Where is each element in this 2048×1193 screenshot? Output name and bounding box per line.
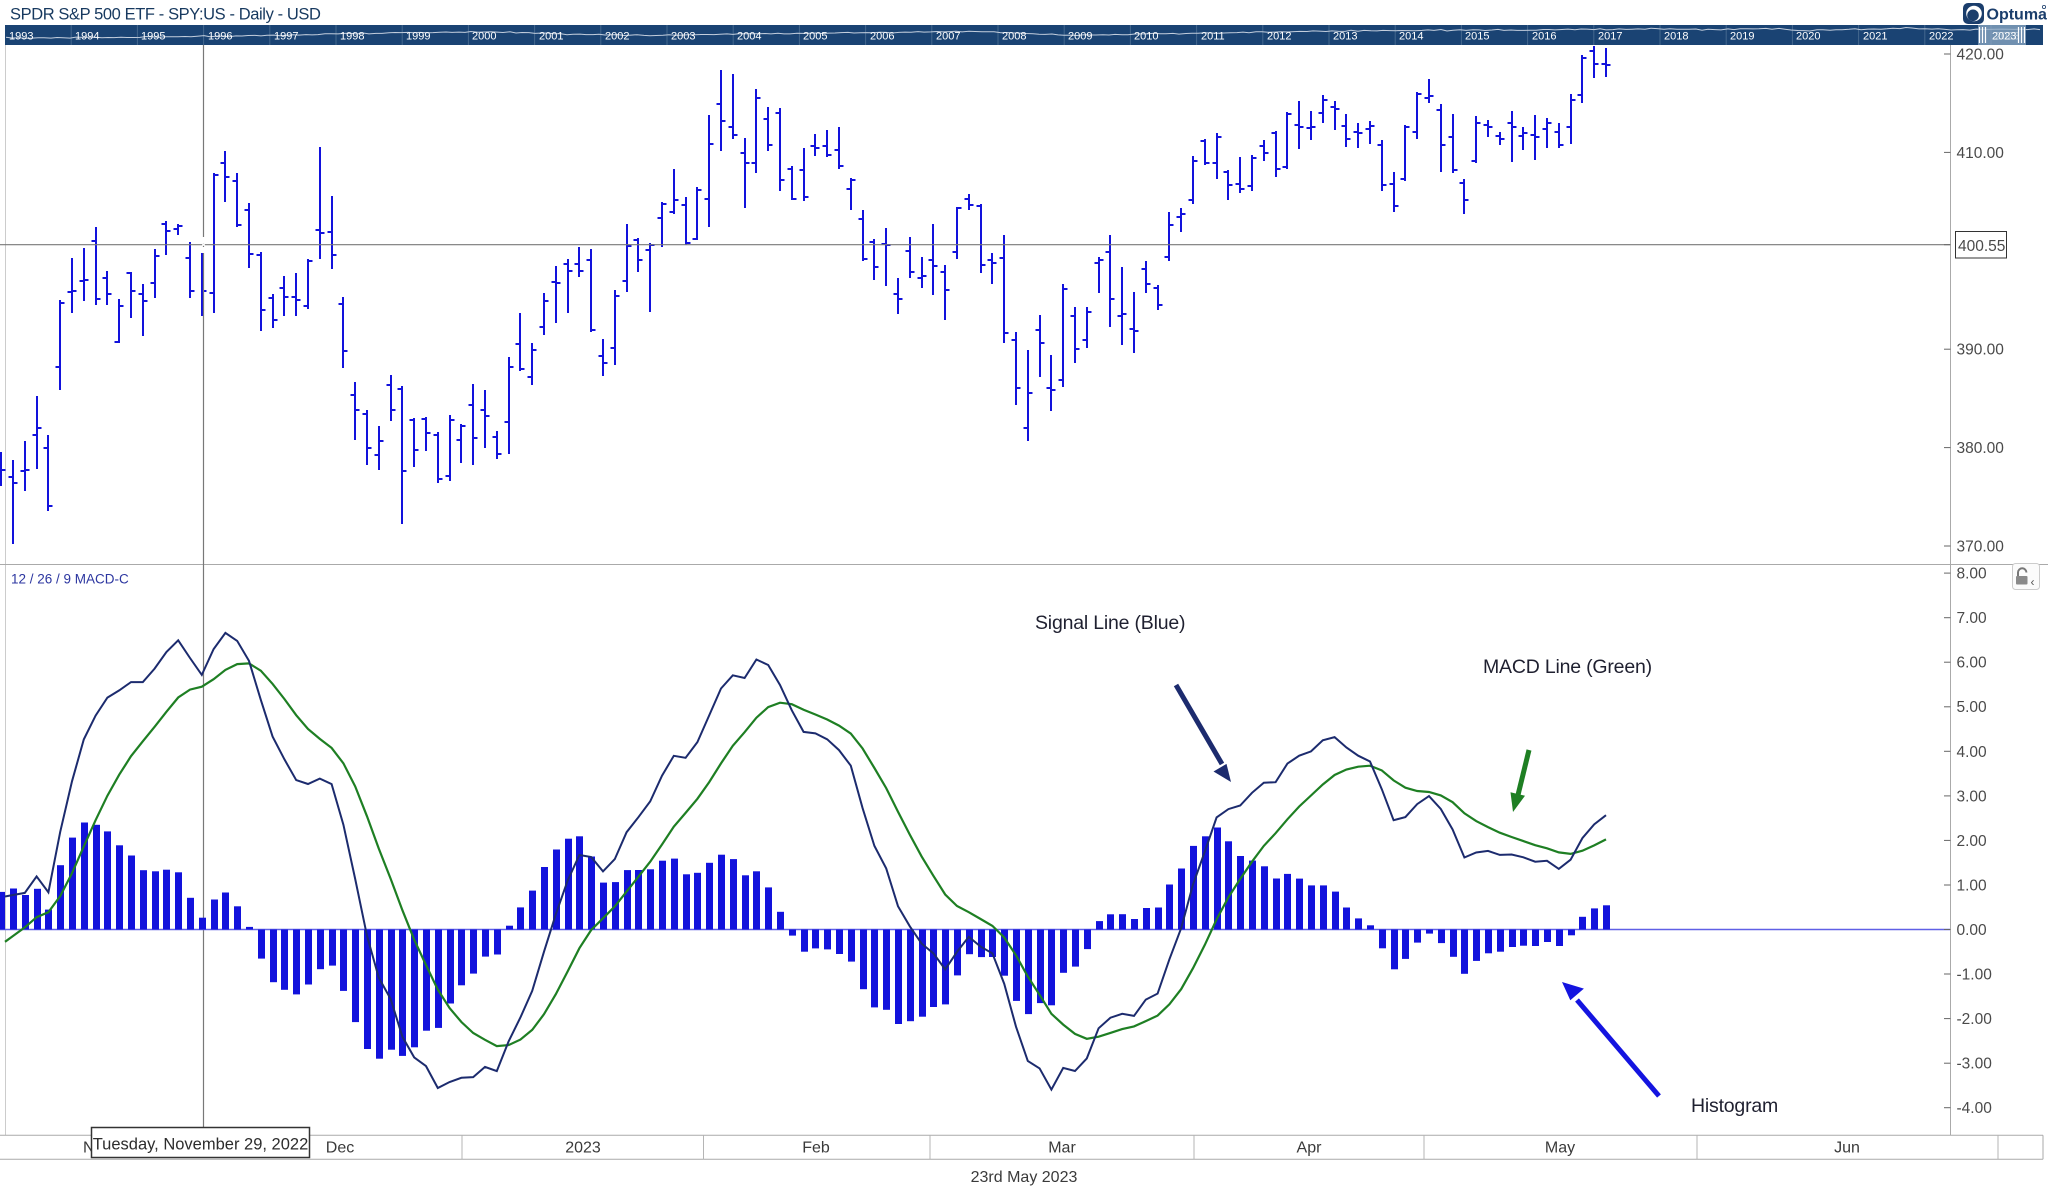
svg-text:1996: 1996 bbox=[208, 31, 232, 43]
svg-text:1994: 1994 bbox=[75, 31, 99, 43]
svg-text:2020: 2020 bbox=[1796, 31, 1820, 43]
svg-text:2023: 2023 bbox=[1992, 31, 2016, 43]
svg-text:2003: 2003 bbox=[671, 31, 695, 43]
svg-text:1997: 1997 bbox=[274, 31, 298, 43]
svg-text:1995: 1995 bbox=[141, 31, 165, 43]
svg-text:SPDR S&P 500 ETF - SPY:US - Da: SPDR S&P 500 ETF - SPY:US - Daily - USD bbox=[10, 6, 321, 24]
svg-text:390.00: 390.00 bbox=[1957, 342, 2005, 359]
svg-text:2007: 2007 bbox=[936, 31, 960, 43]
svg-text:2004: 2004 bbox=[737, 31, 761, 43]
svg-text:Feb: Feb bbox=[802, 1140, 830, 1157]
svg-text:-3.00: -3.00 bbox=[1957, 1056, 1993, 1073]
svg-text:4.00: 4.00 bbox=[1957, 744, 1988, 761]
svg-text:3.00: 3.00 bbox=[1957, 788, 1988, 805]
svg-text:‹: ‹ bbox=[2031, 575, 2035, 589]
svg-text:Mar: Mar bbox=[1048, 1140, 1076, 1157]
svg-text:2011: 2011 bbox=[1201, 31, 1225, 43]
svg-text:2001: 2001 bbox=[539, 31, 563, 43]
svg-text:420.00: 420.00 bbox=[1957, 47, 2005, 64]
svg-text:2016: 2016 bbox=[1532, 31, 1556, 43]
svg-text:2010: 2010 bbox=[1134, 31, 1158, 43]
svg-text:2000: 2000 bbox=[472, 31, 496, 43]
svg-text:380.00: 380.00 bbox=[1957, 440, 2005, 457]
svg-text:Optuma: Optuma bbox=[1987, 7, 2048, 24]
svg-text:2002: 2002 bbox=[605, 31, 629, 43]
svg-text:410.00: 410.00 bbox=[1957, 145, 2005, 162]
svg-text:1993: 1993 bbox=[9, 31, 33, 43]
svg-text:-4.00: -4.00 bbox=[1957, 1100, 1993, 1117]
svg-text:2017: 2017 bbox=[1598, 31, 1622, 43]
svg-text:7.00: 7.00 bbox=[1957, 610, 1988, 627]
svg-text:12 / 26 / 9 MACD-C: 12 / 26 / 9 MACD-C bbox=[11, 572, 129, 587]
svg-text:May: May bbox=[1545, 1140, 1575, 1157]
svg-text:400.55: 400.55 bbox=[1958, 238, 2005, 255]
svg-text:2023: 2023 bbox=[565, 1140, 601, 1157]
svg-text:2008: 2008 bbox=[1002, 31, 1026, 43]
svg-text:-1.00: -1.00 bbox=[1957, 967, 1993, 984]
svg-text:2006: 2006 bbox=[870, 31, 894, 43]
svg-text:2019: 2019 bbox=[1730, 31, 1754, 43]
svg-text:MACD Line (Green): MACD Line (Green) bbox=[1483, 656, 1652, 678]
svg-text:2014: 2014 bbox=[1399, 31, 1423, 43]
svg-text:2015: 2015 bbox=[1465, 31, 1489, 43]
svg-text:2012: 2012 bbox=[1267, 31, 1291, 43]
svg-text:1999: 1999 bbox=[406, 31, 430, 43]
svg-text:Jun: Jun bbox=[1834, 1140, 1860, 1157]
svg-text:2.00: 2.00 bbox=[1957, 833, 1988, 850]
svg-text:Apr: Apr bbox=[1297, 1140, 1323, 1157]
svg-text:5.00: 5.00 bbox=[1957, 699, 1988, 716]
svg-text:370.00: 370.00 bbox=[1957, 539, 2005, 556]
svg-text:0.00: 0.00 bbox=[1957, 922, 1988, 939]
svg-text:Dec: Dec bbox=[326, 1140, 354, 1157]
svg-text:2018: 2018 bbox=[1664, 31, 1688, 43]
svg-text:1998: 1998 bbox=[340, 31, 364, 43]
svg-text:N: N bbox=[83, 1140, 95, 1157]
svg-text:2022: 2022 bbox=[1929, 31, 1953, 43]
svg-text:6.00: 6.00 bbox=[1957, 655, 1988, 672]
svg-text:1.00: 1.00 bbox=[1957, 878, 1988, 895]
svg-text:Signal Line (Blue): Signal Line (Blue) bbox=[1035, 612, 1185, 634]
svg-text:-2.00: -2.00 bbox=[1957, 1011, 1993, 1028]
svg-text:Tuesday, November 29, 2022: Tuesday, November 29, 2022 bbox=[93, 1136, 309, 1154]
svg-text:2021: 2021 bbox=[1863, 31, 1887, 43]
svg-text:23rd May 2023: 23rd May 2023 bbox=[971, 1169, 1078, 1186]
svg-text:2009: 2009 bbox=[1068, 31, 1092, 43]
svg-text:8.00: 8.00 bbox=[1957, 566, 1988, 583]
svg-text:2005: 2005 bbox=[803, 31, 827, 43]
svg-text:Histogram: Histogram bbox=[1691, 1095, 1778, 1117]
svg-text:2013: 2013 bbox=[1333, 31, 1357, 43]
